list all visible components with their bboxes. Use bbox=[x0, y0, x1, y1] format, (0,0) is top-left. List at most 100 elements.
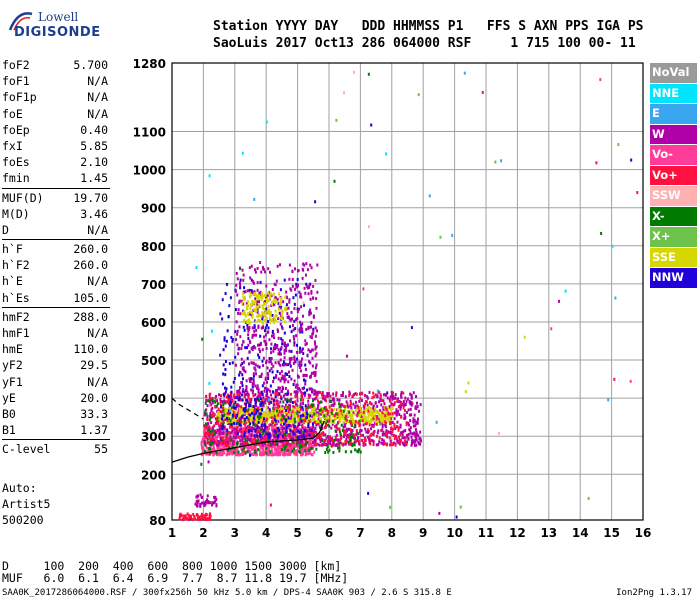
echo-point bbox=[390, 432, 393, 436]
echo-point bbox=[274, 343, 277, 347]
echo-point bbox=[328, 405, 331, 409]
echo-point bbox=[238, 398, 241, 402]
echo-point bbox=[280, 346, 283, 350]
echo-point bbox=[332, 420, 335, 424]
echo-point bbox=[210, 437, 213, 441]
echo-point bbox=[275, 422, 278, 426]
param-row: B1 1.37 bbox=[2, 422, 108, 438]
echo-point bbox=[393, 403, 396, 407]
echo-point bbox=[257, 420, 260, 424]
echo-point bbox=[324, 413, 327, 417]
echo-point bbox=[249, 276, 252, 280]
echo-point bbox=[338, 417, 341, 421]
echo-point bbox=[410, 394, 413, 398]
echo-point bbox=[295, 390, 298, 394]
echo-point bbox=[294, 402, 297, 406]
param-value: 288.0 bbox=[73, 309, 108, 324]
param-name: hmF2 bbox=[2, 309, 30, 324]
echo-point bbox=[209, 430, 212, 434]
echo-point bbox=[282, 452, 285, 456]
echo-point bbox=[279, 422, 282, 426]
echo-point bbox=[230, 443, 233, 447]
echo-point bbox=[238, 373, 241, 377]
echo-point bbox=[252, 421, 255, 425]
echo-point bbox=[273, 347, 276, 351]
echo-point bbox=[377, 412, 380, 416]
echo-point bbox=[278, 445, 281, 449]
echo-point bbox=[341, 409, 344, 413]
echo-point bbox=[338, 402, 341, 406]
echo-point bbox=[212, 441, 215, 445]
echo-point bbox=[310, 387, 313, 391]
echo-point bbox=[252, 374, 255, 378]
echo-point bbox=[224, 386, 227, 390]
echo-point bbox=[249, 451, 252, 455]
echo-point bbox=[378, 400, 381, 404]
echo-point bbox=[405, 423, 408, 427]
echo-point bbox=[323, 425, 326, 429]
echo-point bbox=[259, 409, 262, 413]
echo-point bbox=[399, 423, 402, 427]
echo-point bbox=[274, 393, 277, 397]
x-tick-label: 9 bbox=[419, 526, 427, 540]
echo-point bbox=[282, 360, 285, 364]
echo-point bbox=[300, 440, 303, 444]
echo-point bbox=[259, 341, 262, 345]
echo-point bbox=[257, 394, 260, 398]
echo-point bbox=[279, 363, 282, 367]
noise-point bbox=[207, 460, 210, 464]
legend-item-noval: NoVal bbox=[650, 63, 697, 83]
profile-solid-line bbox=[171, 420, 325, 463]
echo-point bbox=[304, 447, 307, 451]
echo-point bbox=[293, 356, 296, 360]
echo-point bbox=[348, 410, 351, 414]
echo-point bbox=[273, 336, 276, 340]
echo-point bbox=[239, 335, 242, 339]
echo-point bbox=[230, 406, 233, 410]
echo-point bbox=[276, 441, 279, 445]
echo-point bbox=[335, 443, 338, 447]
echo-point bbox=[287, 391, 290, 395]
echo-point bbox=[408, 400, 411, 404]
echo-point bbox=[268, 308, 271, 312]
echo-point bbox=[316, 420, 319, 424]
echo-point bbox=[304, 373, 307, 377]
echo-point bbox=[339, 438, 342, 442]
echo-point bbox=[415, 422, 418, 426]
echo-point bbox=[295, 444, 298, 448]
echo-point bbox=[355, 429, 358, 433]
noise-point bbox=[368, 225, 371, 229]
echo-point bbox=[292, 296, 295, 300]
echo-point bbox=[238, 422, 241, 426]
echo-point bbox=[246, 304, 249, 308]
echo-point bbox=[217, 407, 220, 411]
echo-point bbox=[263, 386, 266, 390]
echo-point bbox=[310, 336, 313, 340]
echo-point bbox=[235, 396, 238, 400]
echo-point bbox=[246, 323, 249, 327]
echo-point bbox=[302, 392, 305, 396]
echo-point bbox=[249, 427, 252, 431]
echo-point bbox=[253, 434, 256, 438]
echo-point bbox=[302, 439, 305, 443]
echo-point bbox=[372, 423, 375, 427]
echo-point bbox=[364, 427, 367, 431]
echo-point bbox=[252, 416, 255, 420]
echo-point bbox=[262, 306, 265, 310]
echo-point bbox=[291, 410, 294, 414]
echo-point bbox=[243, 433, 246, 437]
echo-point bbox=[371, 396, 374, 400]
echo-point bbox=[301, 416, 304, 420]
echo-point bbox=[260, 390, 263, 394]
echo-point bbox=[279, 306, 282, 310]
echo-point bbox=[270, 397, 273, 401]
echo-point bbox=[222, 372, 225, 376]
echo-point bbox=[265, 300, 268, 304]
echo-point bbox=[244, 346, 247, 350]
echo-point bbox=[248, 327, 251, 331]
echo-point bbox=[241, 448, 244, 452]
echo-point bbox=[272, 349, 275, 353]
param-row: foF1 N/A bbox=[2, 73, 108, 89]
echo-point bbox=[337, 446, 340, 450]
echo-point bbox=[382, 439, 385, 443]
